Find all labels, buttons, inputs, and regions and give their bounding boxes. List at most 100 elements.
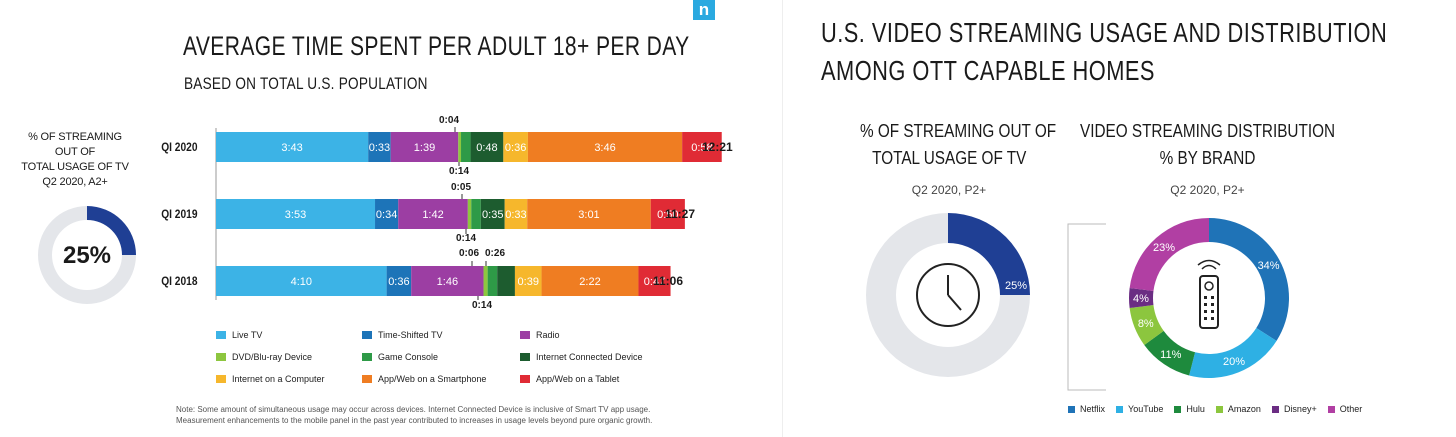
bar-label-q1-2020-radio: 1:39 <box>414 142 435 154</box>
brand-legend-item-youtube: YouTube <box>1116 404 1163 414</box>
brand-slice-amazon <box>1129 305 1164 346</box>
time-spent-panel: n AVERAGE TIME SPENT PER ADULT 18+ PER D… <box>20 0 736 426</box>
legend-label: Internet Connected Device <box>536 352 643 362</box>
donut-center-label: 25% <box>63 242 111 269</box>
bar-label-q1-2020-app-web-on-a-smartphone: 3:46 <box>594 142 615 154</box>
brand-legend-item-hulu: Hulu <box>1174 404 1205 414</box>
bar-label-q1-2019-live-tv: 3:53 <box>285 209 306 221</box>
brand-slice-disney <box>1129 287 1154 309</box>
chart-subtitle: BASED ON TOTAL U.S. POPULATION <box>184 74 428 93</box>
brand-slice-other <box>1129 218 1209 291</box>
brand-legend-item-amazon: Amazon <box>1215 404 1261 414</box>
bar-q1-2019-internet-on-a-computer <box>504 199 528 229</box>
annotation-game-2018: 0:14 <box>472 300 493 311</box>
bar-label-q1-2018-app-web-on-a-smartphone: 2:22 <box>579 276 600 288</box>
bar-q1-2020-dvd-blu-ray-device <box>458 132 462 162</box>
streaming-share-heading: % OF STREAMING OUT OF TOTAL USAGE OF TV <box>860 118 1057 172</box>
footnote-line-2: Measurement enhancements to the mobile p… <box>176 416 653 425</box>
bar-label-q1-2018-internet-on-a-computer: 0:39 <box>518 276 539 288</box>
bar-q1-2020-app-web-on-a-tablet <box>682 132 722 162</box>
legend-swatch <box>362 375 372 383</box>
brand-legend-item-other: Other <box>1327 404 1362 414</box>
brand-label-disney: 4% <box>1133 293 1149 305</box>
legend-swatch <box>216 353 226 361</box>
footnote: Note: Some amount of simultaneous usage … <box>176 404 736 426</box>
bar-label-q1-2020-internet-connected-device: 0:48 <box>476 142 497 154</box>
legend-label: Live TV <box>232 330 263 340</box>
annotation-dvd-2019: 0:05 <box>451 182 472 193</box>
bar-label-q1-2019-time-shifted-tv: 0:34 <box>376 209 397 221</box>
clock-donut-label: 25% <box>1005 280 1027 292</box>
bar-label-q1-2018-radio: 1:46 <box>437 276 458 288</box>
bar-q1-2020-internet-connected-device <box>470 132 504 162</box>
bar-q1-2019-app-web-on-a-tablet <box>650 199 685 229</box>
streaming-distribution-panel: U.S. VIDEO STREAMING USAGE AND DISTRIBUT… <box>790 0 1456 437</box>
brand-legend-swatch <box>1068 405 1075 413</box>
brand-legend-swatch <box>1271 405 1279 413</box>
annotation-game-2019: 0:14 <box>456 233 477 244</box>
row-label-q1-2018: QI 2018 <box>161 274 198 288</box>
right-title-line-1: U.S. VIDEO STREAMING USAGE AND DISTRIBUT… <box>821 17 1388 48</box>
brand-legend-item-disney: Disney+ <box>1271 404 1317 414</box>
right-title: U.S. VIDEO STREAMING USAGE AND DISTRIBUT… <box>821 14 1387 90</box>
bar-label-q1-2019-radio: 1:42 <box>422 209 443 221</box>
brand-label-other: 23% <box>1153 242 1175 254</box>
legend-label: Radio <box>536 330 560 340</box>
bar-q1-2019-dvd-blu-ray-device <box>467 199 472 229</box>
streaming-share-caption: % OF STREAMING OUT OF TOTAL USAGE OF TV … <box>20 130 130 190</box>
total-q1-2019: 11:27 <box>665 207 696 221</box>
bar-q1-2018-internet-connected-device <box>497 266 515 296</box>
caption-line-1: % OF STREAMING OUT OF <box>28 131 122 158</box>
brand-label-amazon: 8% <box>1138 318 1154 330</box>
chart-title: AVERAGE TIME SPENT PER ADULT 18+ PER DAY <box>183 31 690 61</box>
bar-q1-2019-app-web-on-a-smartphone <box>527 199 651 229</box>
row-label-q1-2020: QI 2020 <box>161 140 198 154</box>
legend-swatch <box>520 375 530 383</box>
brand-legend-label: Netflix <box>1080 404 1106 414</box>
bar-q1-2018-app-web-on-a-tablet <box>638 266 671 296</box>
legend-swatch <box>362 353 372 361</box>
annotation-dvd-2018: 0:06 <box>459 248 480 259</box>
right-title-line-2: AMONG OTT CAPABLE HOMES <box>821 55 1155 86</box>
bar-q1-2018-time-shifted-tv <box>386 266 412 296</box>
panel-divider <box>782 0 783 437</box>
clock-icon <box>916 263 980 327</box>
bar-q1-2019-internet-connected-device <box>480 199 505 229</box>
bar-q1-2020-live-tv <box>216 132 369 162</box>
brand-distribution-heading-1: VIDEO STREAMING DISTRIBUTION <box>1080 121 1336 141</box>
legend-label: DVD/Blu-ray Device <box>232 352 313 362</box>
brand-distribution-heading-2: % BY BRAND <box>1159 148 1256 168</box>
bar-label-q1-2018-time-shifted-tv: 0:36 <box>388 276 409 288</box>
clock-donut-slice-streaming <box>948 213 1030 295</box>
brand-distribution-period: Q2 2020, P2+ <box>1170 183 1245 197</box>
legend-item-app-web-on-a-smartphone: App/Web on a Smartphone <box>362 374 486 384</box>
remote-control-icon <box>1197 259 1221 329</box>
brand-slice-netflix <box>1209 218 1289 341</box>
bar-q1-2020-time-shifted-tv <box>368 132 391 162</box>
legend-item-radio: Radio <box>520 330 560 340</box>
legend-label: App/Web on a Smartphone <box>378 374 487 384</box>
legend-item-time-shifted-tv: Time-Shifted TV <box>362 330 443 340</box>
legend-item-dvd-blu-ray-device: DVD/Blu-ray Device <box>216 352 312 362</box>
total-q1-2018: 11:06 <box>653 274 684 288</box>
right-donuts: 25% 34% 20% 11% 8% 4% 23% <box>866 213 1289 391</box>
brand-legend-swatch <box>1215 405 1223 413</box>
brand-distribution-heading: VIDEO STREAMING DISTRIBUTION % BY BRAND <box>1080 118 1335 172</box>
bar-q1-2020-game-console <box>461 132 471 162</box>
bar-label-q1-2018-app-web-on-a-tablet: 0:47 <box>644 276 665 288</box>
bar-q1-2018-game-console <box>487 266 498 296</box>
nielsen-logo: n <box>693 0 715 20</box>
donut-slice-streaming <box>87 206 136 255</box>
bar-label-q1-2019-app-web-on-a-smartphone: 3:01 <box>578 209 599 221</box>
bar-q1-2019-radio <box>398 199 468 229</box>
bar-q1-2018-dvd-blu-ray-device <box>483 266 488 296</box>
caption-line-3: Q2 2020, A2+ <box>42 176 108 188</box>
bar-q1-2018-app-web-on-a-smartphone <box>541 266 639 296</box>
footnote-line-1: Note: Some amount of simultaneous usage … <box>176 405 651 414</box>
streaming-share-heading-1: % OF STREAMING OUT OF <box>860 121 1057 141</box>
stacked-bar-chart: 3:43 0:33 1:39 0:48 0:36 3:46 0:58 3:53 0:34 1:42… <box>215 127 722 300</box>
brand-slice-youtube <box>1189 328 1277 378</box>
annotation-game-2020: 0:14 <box>449 166 470 177</box>
brand-legend: Netflix YouTube Hulu Amazon Disney+ Other <box>1068 404 1373 414</box>
bar-q1-2019-game-console <box>471 199 481 229</box>
